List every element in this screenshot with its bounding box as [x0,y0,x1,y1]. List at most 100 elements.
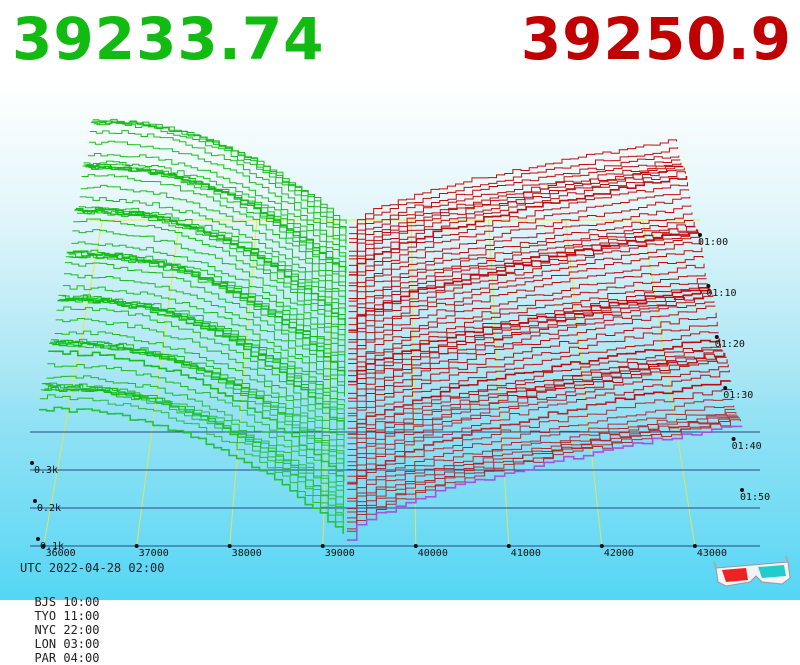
ask-depth-line [349,155,680,240]
time-tick-label: 01:00 [698,237,728,248]
ask-depth-line [347,416,739,523]
ask-price: 39250.9 [520,5,792,73]
ask-depth-line [347,398,734,499]
x-tick-mark [134,544,139,548]
ask-depth-line [347,331,719,429]
ask-depth-line [348,182,689,284]
ask-depth-line [347,305,716,414]
bid-depth-line [57,298,345,430]
time-tick-label: 01:20 [715,339,745,350]
ask-depth-line [349,159,681,243]
ask-depth-line [347,292,713,399]
time-tick-mark [731,437,736,441]
bid-depth-line [39,394,344,528]
ask-depth-line [348,256,704,355]
volume-tick-label: 0.3k [34,465,58,476]
bid-depth-line [67,251,346,372]
x-tick-label: 39000 [325,548,355,559]
timezone-row: BJS 10:00 TYO 11:00 NYC 22:00 LON 03:00 … [20,581,123,665]
ask-depth-line [348,283,708,377]
ask-depth-line [348,288,711,386]
chart-ticks: 36000 37000 38000 39000 40000 41000 42000 43000… [30,233,770,559]
ask-depth-line [348,263,705,360]
bid-depth-line [66,250,346,377]
grid-line [229,219,258,547]
bid-depth-line [90,122,347,243]
bid-depth-line [48,350,345,482]
bid-depth-line [75,206,346,332]
ask-depth-line [349,162,682,252]
time-tick-label: 01:50 [740,492,770,503]
grid-line [410,219,417,547]
ask-depth-line [348,189,690,287]
ask-depth-line [347,356,727,467]
3d-glasses-icon[interactable] [712,556,792,592]
ask-depth-line [347,408,736,510]
bid-price: 39233.74 [12,5,325,73]
ask-depth-line [348,171,686,273]
ask-depth-line [348,219,694,307]
ask-depth-line [347,352,725,456]
volume-tick-label: 0.1k [40,541,64,552]
time-tick-mark [723,386,728,390]
zone-lon: LON 03:00 [34,637,100,651]
ask-depth-line [347,414,738,519]
bid-depth-line [60,297,345,413]
ask-depth-line [348,239,702,343]
ask-depth-line [348,196,691,292]
x-tick-label: 41000 [511,548,541,559]
x-tick-mark [320,544,325,548]
volume-tick-mark [33,499,37,503]
volume-tick-mark [36,537,40,541]
bid-depth-line [71,241,346,352]
time-tick-mark [714,335,719,339]
zone-nyc: NYC 22:00 [34,623,100,637]
ask-depth-line [348,232,700,333]
time-tick-mark [740,488,744,492]
x-tick-mark [227,544,232,548]
bid-depth-line [63,273,346,395]
bid-depth-line [47,363,345,487]
grid-line [43,219,103,547]
bid-depth-line [79,196,346,305]
ask-depth-line [348,234,701,341]
bid-depth-line [55,318,345,439]
volume-tick-label: 0.2k [37,503,61,514]
utc-time: UTC 2022-04-28 02:00 [20,561,165,575]
volume-tick-mark [30,461,34,465]
ask-depth-line [347,312,717,417]
zone-par: PAR 04:00 [34,651,100,665]
x-tick-mark [41,544,46,548]
grid-line [488,219,510,547]
bid-depth-line [91,118,347,235]
bid-depth-line [56,306,345,434]
bid-depth-line [70,249,346,357]
ask-depth-line [347,412,737,513]
bid-depth-line [69,254,346,363]
zone-tyo: TYO 11:00 [34,609,100,623]
ask-depth-line [347,301,715,409]
ask-depth-line [347,405,735,502]
bid-depth-line [80,184,346,300]
ask-depth-line [348,176,688,276]
bid-depth-line [50,339,345,467]
ask-depth-line [348,221,695,313]
bid-depth-line [93,120,347,224]
bid-depth-line [74,209,346,336]
bid-depth-line [49,341,345,477]
ask-depth-line [347,388,733,490]
ask-depth-line [348,167,685,266]
ask-depth-line [349,139,678,228]
bid-depth-line [82,165,346,288]
time-tick-mark [698,233,702,237]
ask-depth-line [348,278,707,372]
ask-depth-line [348,247,703,350]
ask-depth-line [347,364,729,477]
time-tick-label: 01:10 [706,288,736,299]
zone-bjs: BJS 10:00 [34,595,100,609]
ask-depth-line [348,229,699,332]
bid-depth-line [73,218,346,341]
x-tick-label: 37000 [139,548,169,559]
depth-lines [0,118,800,550]
ask-depth-line [348,212,693,302]
